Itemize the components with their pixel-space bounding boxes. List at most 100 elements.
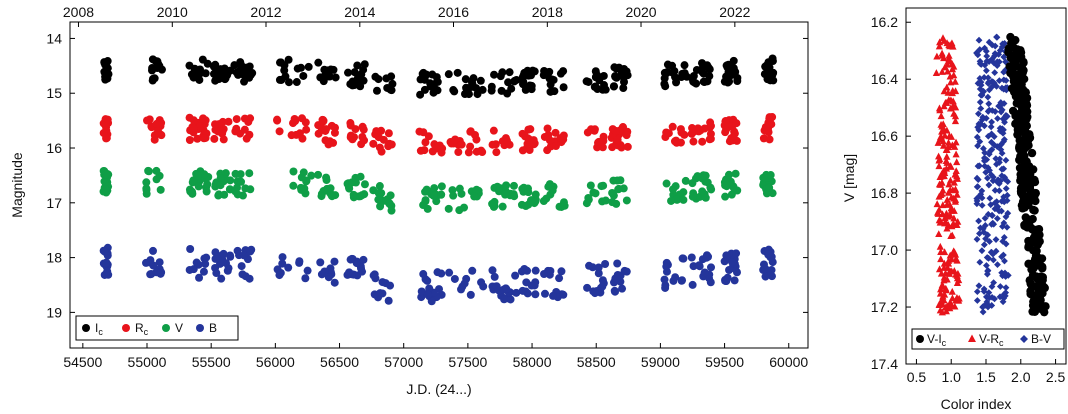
right-data-points	[932, 32, 1050, 317]
data-point	[993, 160, 1000, 168]
data-point	[560, 201, 569, 210]
data-point	[951, 117, 960, 125]
data-point	[615, 63, 624, 72]
legend-marker-B	[196, 324, 204, 332]
data-point	[973, 297, 981, 304]
data-point	[692, 79, 701, 88]
data-point	[948, 287, 956, 295]
data-point	[980, 285, 988, 293]
data-point	[952, 138, 960, 146]
data-point	[935, 104, 944, 112]
data-point	[346, 121, 355, 130]
data-point	[991, 69, 999, 76]
data-point	[551, 141, 560, 150]
data-point	[427, 297, 436, 306]
data-point	[591, 72, 600, 81]
data-point	[213, 73, 222, 82]
data-point	[101, 185, 110, 194]
data-point	[326, 184, 335, 193]
data-point	[358, 132, 367, 141]
data-point	[584, 77, 593, 86]
data-point	[331, 123, 340, 132]
data-point	[593, 84, 602, 93]
data-point	[950, 214, 958, 222]
legend-label-V-Rc: V-Rc	[979, 332, 1004, 348]
data-point	[706, 121, 715, 130]
data-point	[987, 201, 995, 209]
data-point	[226, 66, 235, 75]
data-point	[1026, 189, 1036, 198]
data-point	[937, 285, 945, 293]
data-point	[457, 140, 466, 149]
data-point	[980, 122, 988, 130]
data-point	[993, 33, 1001, 41]
data-point	[155, 258, 164, 267]
data-point	[944, 221, 952, 228]
data-point	[953, 221, 961, 228]
data-point	[527, 281, 536, 290]
data-point	[594, 269, 603, 278]
data-point	[331, 73, 340, 82]
data-point	[359, 125, 368, 134]
data-point	[1015, 47, 1024, 56]
data-point	[370, 270, 379, 279]
data-point	[501, 190, 510, 199]
data-point	[351, 173, 360, 182]
data-point	[185, 135, 194, 144]
data-point	[938, 308, 946, 316]
data-point	[986, 194, 994, 202]
top-tick-label: 2018	[532, 4, 563, 20]
data-point	[942, 286, 950, 294]
legend-box	[75, 315, 239, 341]
data-point	[372, 128, 381, 137]
data-point	[949, 102, 958, 110]
legend-label-V: V	[175, 321, 183, 335]
data-point	[1000, 290, 1008, 298]
data-point	[721, 192, 730, 201]
data-point	[245, 130, 254, 139]
data-point	[1023, 112, 1032, 122]
data-point	[233, 246, 242, 255]
data-point	[103, 64, 112, 73]
left-plot-frame	[69, 21, 809, 349]
data-point	[289, 167, 298, 176]
data-point	[1004, 178, 1012, 185]
data-point	[304, 62, 313, 71]
data-point	[977, 105, 985, 112]
data-point	[468, 266, 477, 275]
data-point	[498, 202, 507, 211]
data-point	[144, 167, 153, 176]
data-point	[386, 281, 395, 290]
data-point	[202, 187, 211, 196]
data-point	[384, 129, 393, 138]
data-point	[728, 258, 737, 267]
data-point	[375, 143, 384, 152]
data-point	[975, 282, 983, 290]
data-point	[296, 63, 305, 72]
data-point	[496, 72, 505, 81]
data-point	[210, 134, 219, 143]
data-point	[549, 75, 558, 84]
data-point	[996, 283, 1004, 290]
data-point	[1000, 198, 1008, 206]
data-point	[559, 83, 568, 92]
data-point	[466, 127, 475, 136]
legend-label-Ic: Ic	[95, 321, 103, 337]
data-point	[232, 115, 241, 124]
data-point	[216, 174, 225, 183]
x-tick-label: 58500	[577, 354, 616, 370]
data-point	[940, 87, 948, 95]
data-point	[947, 78, 955, 86]
data-point	[1032, 225, 1042, 234]
data-point	[195, 273, 204, 282]
data-point	[992, 247, 1000, 255]
data-point	[360, 60, 369, 69]
data-point	[302, 125, 311, 134]
data-point	[988, 118, 996, 126]
data-point	[299, 71, 308, 80]
data-point	[994, 203, 1002, 211]
data-point	[936, 242, 944, 250]
data-point	[1031, 294, 1041, 304]
data-point	[330, 278, 339, 287]
data-point	[102, 170, 111, 179]
